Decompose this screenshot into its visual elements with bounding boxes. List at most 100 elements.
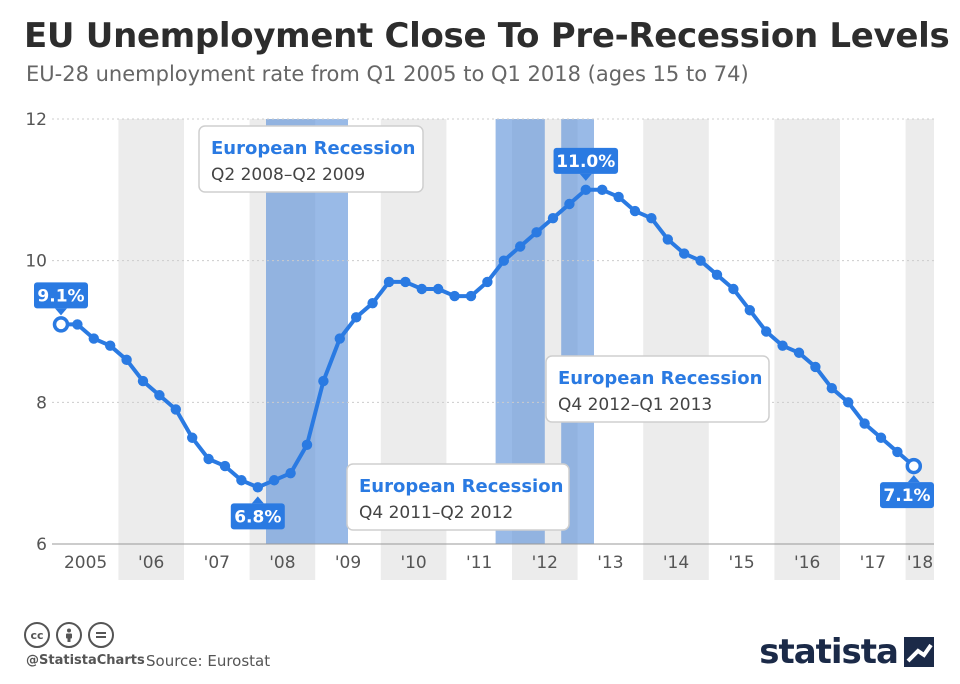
data-point <box>777 340 788 351</box>
year-band-13 <box>905 119 934 580</box>
x-tick-label: '11 <box>466 553 492 573</box>
value-label-text: 11.0% <box>556 152 615 172</box>
data-point <box>711 269 723 281</box>
data-point <box>433 283 444 295</box>
data-point <box>236 475 247 486</box>
data-point <box>547 212 559 224</box>
data-point <box>269 475 280 486</box>
data-point <box>334 333 345 344</box>
data-point <box>859 418 870 429</box>
data-point <box>498 255 509 266</box>
data-point <box>318 375 329 387</box>
x-tick-label: '07 <box>204 553 230 573</box>
gridlines <box>52 118 934 545</box>
recession-period: Q4 2011–Q2 2012 <box>359 503 513 523</box>
recession-heading: European Recession <box>359 476 563 497</box>
data-point <box>892 446 903 458</box>
data-point <box>121 354 132 366</box>
y-tick-label: 10 <box>25 252 47 272</box>
data-point <box>219 460 231 472</box>
data-point <box>843 397 854 408</box>
value-label-pointer <box>907 475 920 483</box>
data-point <box>252 482 263 493</box>
data-point <box>905 457 923 475</box>
data-point <box>52 316 70 333</box>
data-point <box>826 382 837 394</box>
recession-label-box <box>198 125 424 193</box>
data-point <box>761 326 772 337</box>
value-label-box <box>553 147 619 174</box>
y-tick-label: 6 <box>36 535 47 555</box>
x-tick-labels: 2005 '06 '07 '08 '09 '10 '11 '12 '13 '14 '15 '16 '17… <box>64 553 933 573</box>
attribution-icon[interactable] <box>56 622 82 648</box>
data-point <box>793 347 805 358</box>
data-point <box>203 453 214 465</box>
x-tick-label: '16 <box>794 553 820 573</box>
recession-heading: European Recession <box>558 368 762 389</box>
data-points <box>52 184 923 493</box>
value-label: 6.8% <box>230 496 285 530</box>
value-label-text: 9.1% <box>37 286 84 306</box>
data-point <box>465 290 477 302</box>
x-tick-label: '10 <box>400 553 426 573</box>
x-tick-label: '13 <box>597 553 623 573</box>
recession-label-1: European Recession Q4 2011–Q2 2012 <box>346 463 570 531</box>
value-label: 9.1% <box>34 282 88 316</box>
data-point <box>515 241 526 252</box>
data-point <box>564 198 575 210</box>
chart-subtitle: EU-28 unemployment rate from Q1 2005 to … <box>26 62 749 86</box>
data-point <box>695 255 706 266</box>
data-point <box>597 184 608 196</box>
line-chart: 6 8 10 12 2005 '06 '07 '08 '09 '10 '11 '12 '13 '14 '1… <box>25 110 934 580</box>
data-point <box>613 191 624 203</box>
recession-label-box <box>346 463 570 531</box>
data-point <box>416 283 427 295</box>
value-label-text: 7.1% <box>883 486 930 506</box>
recession-period: Q4 2012–Q1 2013 <box>558 395 712 415</box>
year-band-1 <box>118 119 184 580</box>
y-tick-label: 12 <box>25 110 47 130</box>
data-point <box>531 227 542 238</box>
data-point <box>629 205 641 217</box>
creative-commons-icon[interactable]: cc <box>24 622 50 648</box>
value-label: 7.1% <box>880 475 934 509</box>
data-point <box>875 432 887 443</box>
x-tick-label: '17 <box>860 553 886 573</box>
data-point <box>137 375 149 387</box>
no-derivatives-icon[interactable] <box>88 622 114 648</box>
recession-period: Q2 2008–Q2 2009 <box>211 165 365 185</box>
x-tick-label: '18 <box>907 553 933 573</box>
data-point <box>187 432 198 443</box>
x-tick-label: '08 <box>269 553 295 573</box>
data-point <box>679 248 690 259</box>
data-point <box>170 404 181 415</box>
value-label-pointer <box>579 173 592 181</box>
brand-name: statista <box>759 632 899 672</box>
recession-label-0: European Recession Q2 2008–Q2 2009 <box>198 125 424 193</box>
value-label-text: 6.8% <box>234 507 281 527</box>
x-tick-label: 2005 <box>64 553 107 573</box>
x-tick-label: '06 <box>138 553 164 573</box>
year-band-9 <box>643 119 709 580</box>
data-point <box>580 184 591 196</box>
x-tick-label: '14 <box>663 553 689 573</box>
data-point <box>662 234 673 245</box>
statista-mark-icon <box>904 637 934 667</box>
data-point <box>351 312 362 323</box>
data-point <box>367 297 378 309</box>
x-tick-label: '12 <box>532 553 558 573</box>
value-label-box <box>230 503 285 530</box>
data-point <box>482 276 493 288</box>
value-label-pointer <box>251 496 264 504</box>
recession-heading: European Recession <box>211 138 415 159</box>
twitter-handle[interactable]: @StatistaCharts <box>26 653 145 668</box>
data-point <box>383 276 395 288</box>
data-point <box>88 333 100 344</box>
chart-title: EU Unemployment Close To Pre-Recession L… <box>24 16 950 56</box>
data-point <box>154 390 165 401</box>
license-icons: cc <box>24 622 114 648</box>
data-point <box>105 340 116 351</box>
statista-logo[interactable]: statista <box>759 632 934 672</box>
value-label-box <box>880 482 934 509</box>
